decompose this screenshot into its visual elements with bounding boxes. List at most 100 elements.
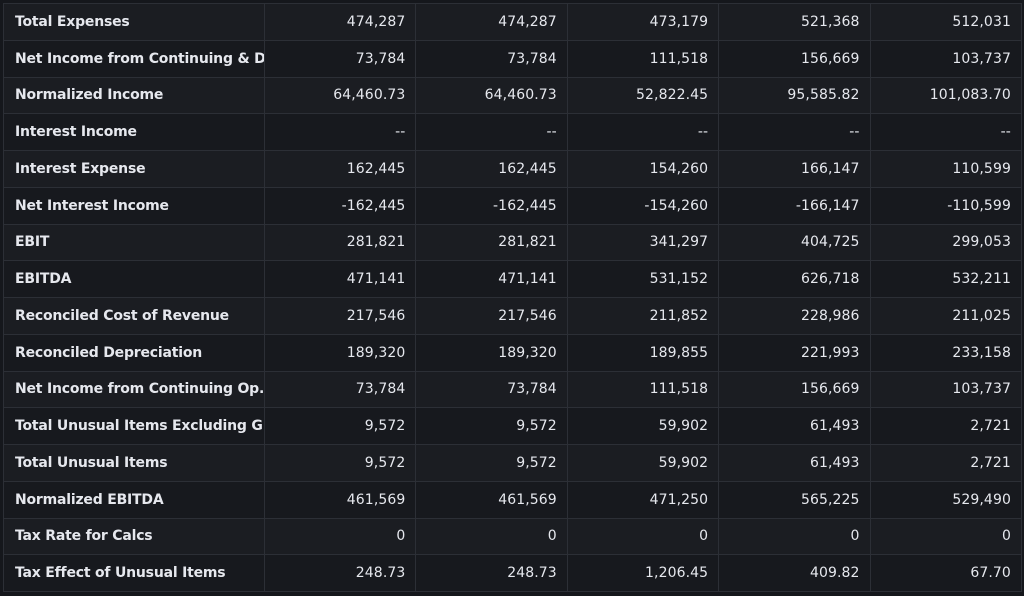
row-label: EBITDA [4,261,265,297]
table-cell: 281,821 [416,224,568,261]
row-label: EBIT [4,224,265,261]
row-label: Reconciled Cost of Revenue [4,298,265,334]
table-cell: 73,784 [416,40,568,77]
table-cell: 9,572 [416,408,568,444]
table-cell: 217,546 [416,298,568,334]
table-cell: 9,572 [265,445,417,481]
table-row[interactable]: Tax Rate for Calcs 0 0 0 0 0 [4,518,1022,556]
table-cell: 189,320 [265,334,417,371]
table-cell: 111,518 [568,40,720,77]
table-cell: 461,569 [416,481,568,518]
table-row[interactable]: EBITDA 471,141 471,141 531,152 626,718 532,21… [4,261,1022,298]
row-label: Normalized EBITDA [4,481,265,518]
table-cell: 211,025 [871,298,1022,334]
table-row[interactable]: Tax Effect of Unusual Items 248.73 248.73 1… [4,555,1022,592]
table-cell: 103,737 [871,40,1022,77]
table-cell: 156,669 [719,371,871,408]
table-cell: 474,287 [265,4,417,40]
table-cell: 471,141 [416,261,568,297]
table-cell: 404,725 [719,224,871,261]
table-row[interactable]: Reconciled Depreciation 189,320 189,320 189… [4,334,1022,372]
row-label: Net Income from Continuing Op... [4,371,265,408]
table-row[interactable]: Net Interest Income -162,445 -162,445 -154,… [4,187,1022,225]
table-cell: 248.73 [416,555,568,591]
table-cell: 341,297 [568,224,720,261]
table-row[interactable]: Interest Expense 162,445 162,445 154,260 166… [4,151,1022,188]
table-row[interactable]: Normalized EBITDA 461,569 461,569 471,250 56… [4,481,1022,519]
table-cell: 61,493 [719,408,871,444]
row-label: Interest Expense [4,151,265,187]
table-cell: 532,211 [871,261,1022,297]
table-cell: 521,368 [719,4,871,40]
table-cell: 156,669 [719,40,871,77]
table-cell: 471,141 [265,261,417,297]
table-cell: -154,260 [568,187,720,224]
table-cell: 101,083.70 [871,77,1022,114]
table-cell: 189,320 [416,334,568,371]
table-row[interactable]: Net Income from Continuing & D... 73,784 7… [4,40,1022,78]
table-cell: -- [719,114,871,150]
table-cell: 154,260 [568,151,720,187]
table-cell: 189,855 [568,334,720,371]
table-cell: -166,147 [719,187,871,224]
table-row[interactable]: Total Expenses 474,287 474,287 473,179 521,3… [4,4,1022,41]
table-cell: 233,158 [871,334,1022,371]
table-cell: 473,179 [568,4,720,40]
table-cell: 474,287 [416,4,568,40]
table-cell: 565,225 [719,481,871,518]
table-cell: 1,206.45 [568,555,720,591]
table-cell: 0 [265,518,417,555]
table-cell: 248.73 [265,555,417,591]
table-cell: 9,572 [416,445,568,481]
table-cell: 0 [568,518,720,555]
table-cell: 111,518 [568,371,720,408]
table-cell: 0 [719,518,871,555]
table-row[interactable]: Total Unusual Items Excluding G... 9,572 9… [4,408,1022,445]
table-cell: 162,445 [265,151,417,187]
table-cell: -- [568,114,720,150]
table-cell: 67.70 [871,555,1022,591]
row-label: Total Expenses [4,4,265,40]
table-cell: 512,031 [871,4,1022,40]
table-row[interactable]: Net Income from Continuing Op... 73,784 73… [4,371,1022,409]
table-cell: 166,147 [719,151,871,187]
row-label: Total Unusual Items Excluding G... [4,408,265,444]
table-cell: 299,053 [871,224,1022,261]
table-cell: -- [871,114,1022,150]
financials-table: Total Expenses 474,287 474,287 473,179 521,3… [3,3,1022,592]
table-cell: 73,784 [265,40,417,77]
row-label: Reconciled Depreciation [4,334,265,371]
table-cell: -- [265,114,417,150]
table-cell: 2,721 [871,408,1022,444]
table-cell: 52,822.45 [568,77,720,114]
table-row[interactable]: EBIT 281,821 281,821 341,297 404,725 299,053 [4,224,1022,262]
table-cell: 103,737 [871,371,1022,408]
table-cell: -110,599 [871,187,1022,224]
table-cell: 409.82 [719,555,871,591]
table-cell: 64,460.73 [416,77,568,114]
row-label: Tax Effect of Unusual Items [4,555,265,591]
table-cell: 228,986 [719,298,871,334]
table-cell: 64,460.73 [265,77,417,114]
table-row[interactable]: Normalized Income 64,460.73 64,460.73 52,82… [4,77,1022,115]
table-cell: 9,572 [265,408,417,444]
table-cell: 531,152 [568,261,720,297]
row-label: Net Interest Income [4,187,265,224]
table-cell: 95,585.82 [719,77,871,114]
table-cell: 211,852 [568,298,720,334]
table-cell: 61,493 [719,445,871,481]
row-label: Net Income from Continuing & D... [4,40,265,77]
table-cell: 0 [416,518,568,555]
row-label: Normalized Income [4,77,265,114]
table-cell: 59,902 [568,445,720,481]
table-cell: 471,250 [568,481,720,518]
table-cell: -162,445 [416,187,568,224]
table-cell: 162,445 [416,151,568,187]
table-cell: -- [416,114,568,150]
table-row[interactable]: Total Unusual Items 9,572 9,572 59,902 61,49… [4,445,1022,482]
table-cell: 626,718 [719,261,871,297]
table-cell: -162,445 [265,187,417,224]
table-row[interactable]: Interest Income -- -- -- -- -- [4,114,1022,151]
table-row[interactable]: Reconciled Cost of Revenue 217,546 217,546… [4,298,1022,335]
table-cell: 110,599 [871,151,1022,187]
